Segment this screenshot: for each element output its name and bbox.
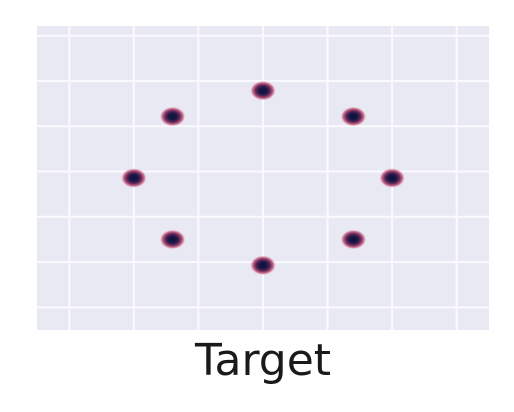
scatter-point: [340, 229, 367, 250]
scatter-point: [120, 168, 147, 188]
scatter-point: [250, 80, 276, 101]
scatter-point: [159, 106, 186, 127]
scatter-point: [159, 229, 186, 250]
chart-caption: Target: [194, 335, 331, 386]
scatter-point: [340, 106, 367, 127]
scatter-points: [120, 80, 406, 276]
scatter-point: [379, 168, 406, 188]
grid-lines: [37, 26, 489, 330]
scatter-point: [250, 255, 276, 276]
